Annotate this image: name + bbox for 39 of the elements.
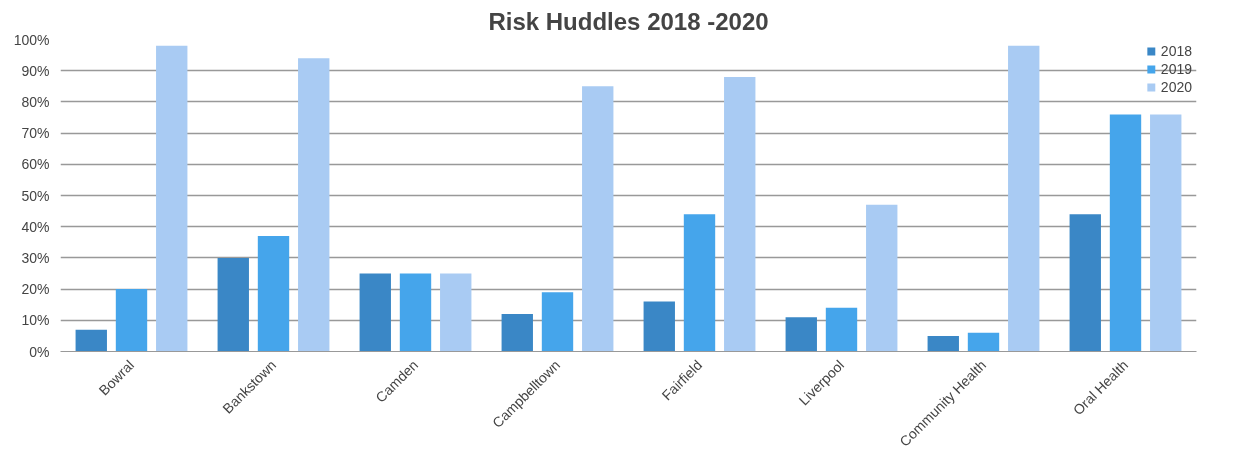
y-tick-label: 100% bbox=[13, 31, 50, 48]
y-tick-label: 90% bbox=[21, 62, 50, 79]
bar bbox=[785, 317, 817, 352]
y-tick-label: 40% bbox=[21, 218, 50, 235]
bar bbox=[501, 314, 533, 352]
bar bbox=[156, 45, 188, 352]
bar bbox=[217, 257, 249, 352]
bar bbox=[927, 335, 959, 352]
bar bbox=[643, 301, 675, 352]
bar bbox=[115, 289, 148, 352]
bar bbox=[1008, 45, 1040, 352]
bar bbox=[1109, 114, 1142, 352]
y-tick-label: 10% bbox=[21, 312, 50, 329]
y-tick-label: 80% bbox=[21, 93, 50, 110]
legend-label: 2019 bbox=[1160, 61, 1192, 77]
bar bbox=[359, 273, 391, 352]
bar bbox=[1069, 214, 1101, 352]
y-tick-label: 20% bbox=[21, 281, 50, 298]
y-tick-label: 60% bbox=[21, 156, 50, 173]
bar bbox=[967, 332, 1000, 352]
bar bbox=[582, 86, 614, 352]
bar bbox=[399, 273, 432, 352]
bar bbox=[1150, 114, 1182, 352]
chart-title: Risk Huddles 2018 -2020 bbox=[488, 7, 769, 35]
bar bbox=[866, 204, 898, 352]
y-tick-label: 50% bbox=[21, 187, 50, 204]
legend-label: 2018 bbox=[1160, 43, 1192, 59]
bar bbox=[724, 76, 756, 352]
bar bbox=[257, 236, 290, 352]
y-tick-label: 30% bbox=[21, 249, 50, 266]
bar bbox=[683, 214, 716, 352]
bar bbox=[298, 58, 330, 352]
y-tick-label: 0% bbox=[29, 343, 50, 360]
bar bbox=[825, 307, 858, 352]
bar bbox=[440, 273, 472, 352]
bar bbox=[541, 292, 574, 352]
legend-label: 2020 bbox=[1160, 79, 1192, 95]
y-tick-label: 70% bbox=[21, 125, 50, 142]
bar bbox=[75, 329, 107, 352]
